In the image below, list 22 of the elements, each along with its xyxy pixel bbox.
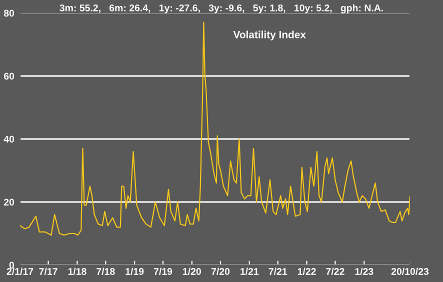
x-tick-label: 7/22 <box>326 268 344 276</box>
y-tick-label: 60 <box>4 72 14 80</box>
text: Volatility Index <box>233 30 306 40</box>
y-tick-label: 80 <box>4 10 14 17</box>
y-tick-label: 40 <box>4 136 14 143</box>
x-tick-label: 2/1/17 <box>6 268 34 276</box>
line-series <box>20 22 410 236</box>
x-tick-label: 20/10/23 <box>391 268 429 276</box>
x-tick-label: 1/23 <box>355 268 374 276</box>
x-tick-label: 1/19 <box>126 268 144 276</box>
annotation: 3m: 55.2, 6m: 26.4, 1y: -27.6, 3y: -9.6, 5y: 1.8, 10y: 5.2, gph: N.A. <box>60 4 383 14</box>
x-tick-label: 1/18 <box>68 268 86 276</box>
x-tick-label: 7/21 <box>268 268 288 276</box>
x-tick-label: 7/19 <box>154 268 172 276</box>
y-tick-label: 0 <box>9 262 14 269</box>
x-tick-label: 7/17 <box>39 268 58 276</box>
x-tick-label: 7/18 <box>96 268 115 276</box>
y-tick-label: 20 <box>4 198 14 206</box>
x-tick-label: 1/20 <box>183 268 201 276</box>
x-tick-label: 1/22 <box>298 268 316 276</box>
x-tick-label: 1/21 <box>240 268 259 276</box>
x-tick-label: 7/20 <box>211 268 230 276</box>
